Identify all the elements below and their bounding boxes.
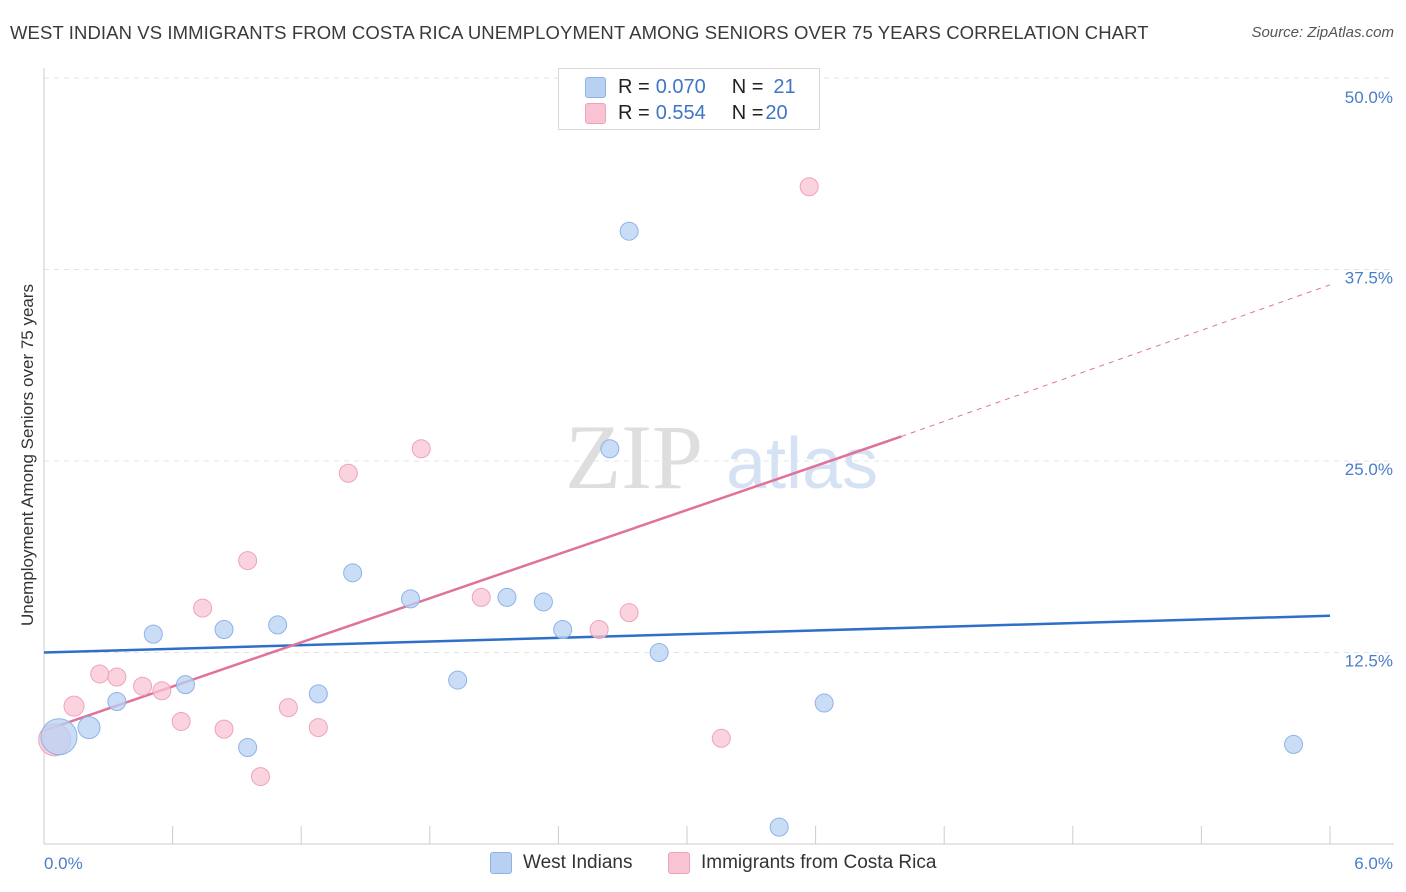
point-costa-rica-4 [133, 676, 153, 696]
west-n-value: 21 [773, 75, 796, 98]
y-tick-label-1: 25.0% [1345, 460, 1393, 479]
point-costa-rica-14 [411, 439, 431, 459]
point-west-indians-16 [619, 221, 639, 241]
point-costa-rica-2 [90, 664, 110, 684]
west-n-label: N = [731, 75, 764, 98]
point-west-indians-4 [175, 675, 195, 695]
legend-costa-rica-label: Immigrants from Costa Rica [701, 852, 937, 873]
costa-r-label: R = [618, 101, 650, 124]
point-costa-rica-17 [619, 603, 639, 623]
data-points [38, 177, 1304, 837]
point-costa-rica-9 [238, 551, 258, 571]
series-legend: West Indians Immigrants from Costa Rica [0, 852, 1406, 876]
watermark-zip: ZIP [565, 406, 703, 508]
point-west-indians-1 [77, 716, 101, 740]
point-costa-rica-16 [589, 620, 609, 640]
legend-row-costa-rica: R = 0.554 N = 20 [585, 101, 788, 125]
point-west-indians-6 [238, 737, 258, 757]
point-west-indians-5 [214, 620, 234, 640]
trend-west-indians [43, 614, 1331, 654]
trend-costa-rica-extension [901, 284, 1331, 437]
source-credit: Source: ZipAtlas.com [1251, 24, 1394, 41]
legend-west-indians-swatch [490, 852, 512, 874]
point-west-indians-15 [600, 439, 620, 459]
point-costa-rica-11 [278, 698, 298, 718]
point-costa-rica-7 [193, 598, 213, 618]
point-west-indians-7 [268, 615, 288, 635]
watermark-atlas: atlas [726, 424, 878, 504]
point-costa-rica-10 [250, 767, 270, 787]
point-west-indians-2 [107, 692, 127, 712]
point-costa-rica-6 [171, 711, 191, 731]
legend-item-west-indians: West Indians [490, 852, 632, 874]
chart-title: WEST INDIAN VS IMMIGRANTS FROM COSTA RIC… [10, 22, 1149, 43]
point-costa-rica-3 [107, 667, 127, 687]
point-west-indians-18 [769, 817, 789, 837]
point-costa-rica-18 [711, 728, 731, 748]
point-costa-rica-5 [152, 681, 172, 701]
x-tick-label-1: 6.0% [1354, 854, 1393, 873]
point-west-indians-3 [143, 624, 163, 644]
costa-n-value: 20 [765, 101, 788, 124]
point-costa-rica-13 [338, 463, 358, 483]
legend-row-west-indians: R = 0.070 N = 21 [585, 75, 796, 99]
point-west-indians-8 [308, 684, 328, 704]
trend-costa-rica [43, 435, 902, 732]
axes [43, 68, 1394, 845]
tick-labels: 12.5% 25.0% 37.5% 50.0% 0.0% 6.0% [44, 88, 1393, 873]
costa-rica-swatch [585, 102, 606, 124]
costa-r-value: 0.554 [655, 101, 706, 124]
stats-legend: R = 0.070 N = 21 R = 0.554 N = 20 [558, 68, 820, 130]
west-r-label: R = [618, 75, 650, 98]
point-costa-rica-19 [799, 177, 819, 197]
y-tick-label-2: 37.5% [1345, 269, 1393, 288]
point-west-indians-20 [1284, 734, 1304, 754]
point-west-indians-12 [497, 587, 517, 607]
point-west-indians-0 [40, 718, 78, 756]
legend-costa-rica-swatch [668, 852, 690, 874]
west-r-value: 0.070 [655, 75, 706, 98]
point-west-indians-11 [448, 670, 468, 690]
point-west-indians-17 [649, 643, 669, 662]
y-tick-label-3: 50.0% [1345, 88, 1393, 107]
west-indians-swatch [585, 76, 606, 98]
legend-item-costa-rica: Immigrants from Costa Rica [668, 852, 936, 874]
legend-west-indians-label: West Indians [523, 852, 633, 873]
point-costa-rica-15 [471, 587, 491, 607]
costa-n-label: N = [731, 101, 764, 124]
x-tick-label-0: 0.0% [44, 854, 83, 873]
point-west-indians-19 [814, 693, 834, 713]
point-west-indians-13 [533, 592, 553, 612]
y-tick-label-0: 12.5% [1345, 652, 1393, 671]
point-costa-rica-1 [63, 695, 85, 717]
point-costa-rica-8 [214, 719, 234, 739]
watermark: ZIP atlas [565, 406, 878, 508]
point-west-indians-10 [401, 589, 421, 609]
point-west-indians-14 [553, 620, 573, 640]
point-west-indians-9 [343, 563, 363, 583]
point-costa-rica-12 [308, 718, 328, 738]
